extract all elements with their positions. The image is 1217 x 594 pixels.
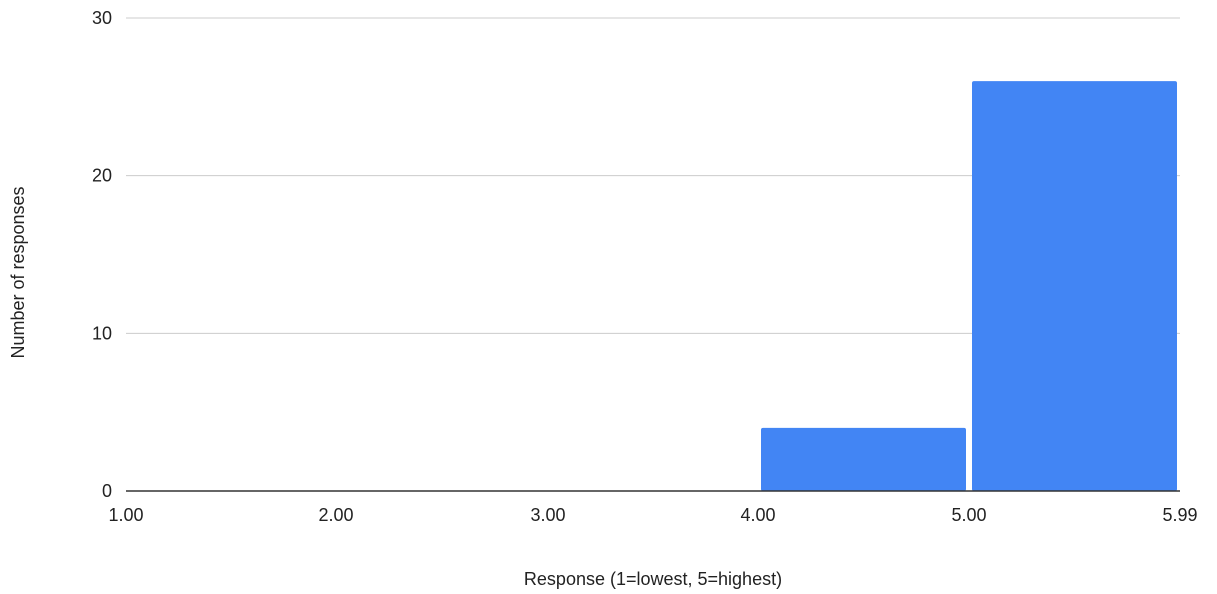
x-tick-label: 5.00 bbox=[951, 505, 986, 525]
y-tick-labels: 0 10 20 30 bbox=[92, 8, 112, 501]
y-tick-label: 20 bbox=[92, 166, 112, 186]
histogram-bar bbox=[761, 427, 966, 491]
y-tick-label: 0 bbox=[102, 481, 112, 501]
x-tick-labels: 1.00 2.00 3.00 4.00 5.00 5.99 bbox=[108, 505, 1197, 525]
histogram-bar bbox=[972, 81, 1177, 492]
x-tick-label: 3.00 bbox=[530, 505, 565, 525]
x-tick-label: 5.99 bbox=[1162, 505, 1197, 525]
y-tick-label: 10 bbox=[92, 323, 112, 343]
x-axis-title: Response (1=lowest, 5=highest) bbox=[524, 569, 782, 589]
x-tick-label: 4.00 bbox=[740, 505, 775, 525]
bars bbox=[761, 81, 1177, 492]
y-axis-title: Number of responses bbox=[8, 186, 28, 358]
x-tick-label: 1.00 bbox=[108, 505, 143, 525]
y-tick-label: 30 bbox=[92, 8, 112, 28]
x-tick-label: 2.00 bbox=[318, 505, 353, 525]
